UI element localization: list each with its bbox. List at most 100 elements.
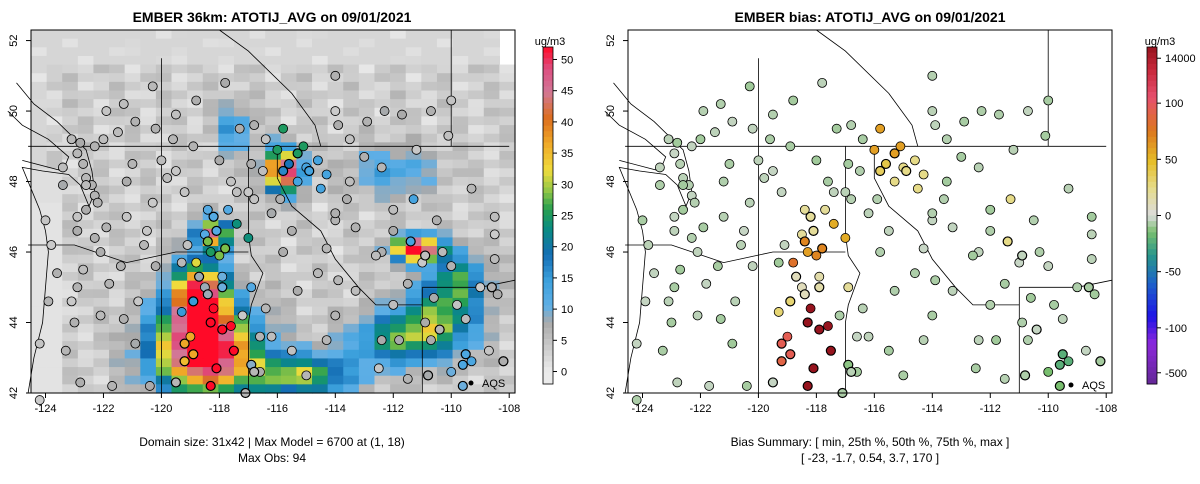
observation-point: [214, 250, 225, 261]
model-grid-cell: [436, 116, 454, 126]
model-grid-cell: [499, 263, 516, 273]
model-grid-cell: [436, 125, 454, 135]
model-grid-cell: [46, 349, 63, 360]
model-grid-cell: [436, 367, 454, 377]
bias-point: [1008, 144, 1019, 155]
model-grid-cell: [93, 125, 110, 135]
model-grid-cell: [265, 367, 282, 377]
model-grid-cell: [31, 306, 48, 316]
model-grid-cell: [499, 73, 516, 83]
model-grid-cell: [77, 246, 95, 256]
model-grid-cell: [358, 220, 376, 230]
colorbar-segment: [543, 322, 553, 329]
model-grid-cell: [499, 159, 516, 169]
model-grid-cell: [233, 263, 251, 273]
model-grid-cell: [343, 315, 360, 325]
bias-point: [1005, 194, 1016, 205]
observation-point: [142, 225, 152, 236]
model-grid-cell: [405, 99, 422, 109]
model-grid-cell: [390, 202, 407, 213]
model-grid-cell: [358, 367, 376, 377]
model-grid-cell: [77, 272, 95, 282]
colorbar-tick-label: 45: [561, 86, 573, 98]
aqs-bias-point: [1019, 370, 1031, 381]
model-grid-cell: [233, 323, 251, 334]
model-grid-cell: [312, 332, 329, 342]
aqs-bias-point: [805, 211, 816, 222]
model-grid-cell: [452, 64, 469, 74]
model-grid-cell: [93, 38, 110, 48]
model-grid-cell: [452, 73, 469, 83]
model-grid-cell: [155, 116, 173, 126]
model-grid-cell: [499, 323, 516, 334]
model-grid-cell: [218, 375, 235, 385]
model-grid-cell: [421, 38, 438, 48]
model-grid-cell: [62, 185, 79, 195]
aqs-bias-point: [1031, 324, 1042, 335]
model-grid-cell: [312, 323, 329, 334]
model-grid-cell: [483, 55, 500, 66]
bias-point: [704, 381, 715, 391]
model-grid-cell: [109, 30, 126, 40]
model-grid-cell: [77, 323, 95, 334]
model-grid-cell: [343, 202, 360, 213]
model-grid-cell: [187, 211, 204, 221]
bias-point: [947, 222, 958, 233]
model-grid-cell: [421, 358, 438, 368]
model-grid-cell: [421, 159, 438, 169]
model-grid-cell: [358, 228, 376, 239]
bias-point: [678, 180, 688, 190]
model-grid-cell: [436, 107, 454, 118]
bias-point: [918, 169, 929, 180]
model-grid-cell: [436, 73, 454, 83]
model-grid-cell: [31, 125, 48, 135]
colorbar-segment: [1147, 271, 1157, 278]
model-grid-cell: [46, 211, 63, 221]
colorbar-segment: [1147, 136, 1157, 143]
model-grid-cell: [155, 47, 173, 57]
observation-point: [428, 292, 439, 303]
model-grid-cell: [140, 297, 157, 308]
model-grid-cell: [468, 151, 485, 161]
model-grid-cell: [405, 125, 422, 135]
aqs-observation-point: [188, 296, 199, 307]
model-grid-cell: [62, 64, 79, 74]
bias-point: [698, 222, 709, 233]
model-grid-cell: [468, 47, 485, 57]
model-grid-cell: [77, 332, 95, 342]
bias-point: [631, 338, 642, 349]
aqs-observation-point: [208, 211, 219, 222]
model-grid-cell: [93, 280, 110, 290]
model-grid-cell: [452, 55, 469, 66]
colorbar-segment: [1147, 52, 1157, 59]
model-grid-cell: [390, 168, 407, 178]
model-grid-cell: [109, 384, 126, 394]
bias-point: [1081, 345, 1091, 356]
model-grid-cell: [421, 289, 438, 299]
observation-point: [246, 159, 257, 169]
bias-point: [852, 331, 862, 342]
model-grid-cell: [390, 142, 407, 152]
model-grid-cell: [405, 289, 422, 299]
model-grid-cell: [233, 185, 251, 195]
colorbar-segment: [1147, 266, 1157, 273]
colorbar-segment: [1147, 350, 1157, 357]
model-grid-cell: [405, 367, 422, 377]
bias-point: [846, 194, 857, 205]
model-grid-cell: [312, 30, 329, 40]
bias-point: [918, 335, 929, 346]
model-grid-cell: [436, 306, 454, 316]
colorbar-segment: [543, 288, 553, 295]
model-grid-cell: [77, 47, 95, 57]
bias-point: [889, 176, 900, 187]
colorbar-segment: [1147, 288, 1157, 295]
model-grid-cell: [343, 55, 360, 66]
colorbar-segment: [1147, 164, 1157, 172]
model-grid-cell: [468, 81, 485, 92]
colorbar-segment: [543, 333, 553, 340]
model-grid-cell: [62, 384, 79, 394]
model-grid-cell: [155, 125, 173, 135]
model-grid-cell: [436, 99, 454, 109]
model-grid-cell: [109, 367, 126, 377]
model-grid-cell: [233, 228, 251, 239]
